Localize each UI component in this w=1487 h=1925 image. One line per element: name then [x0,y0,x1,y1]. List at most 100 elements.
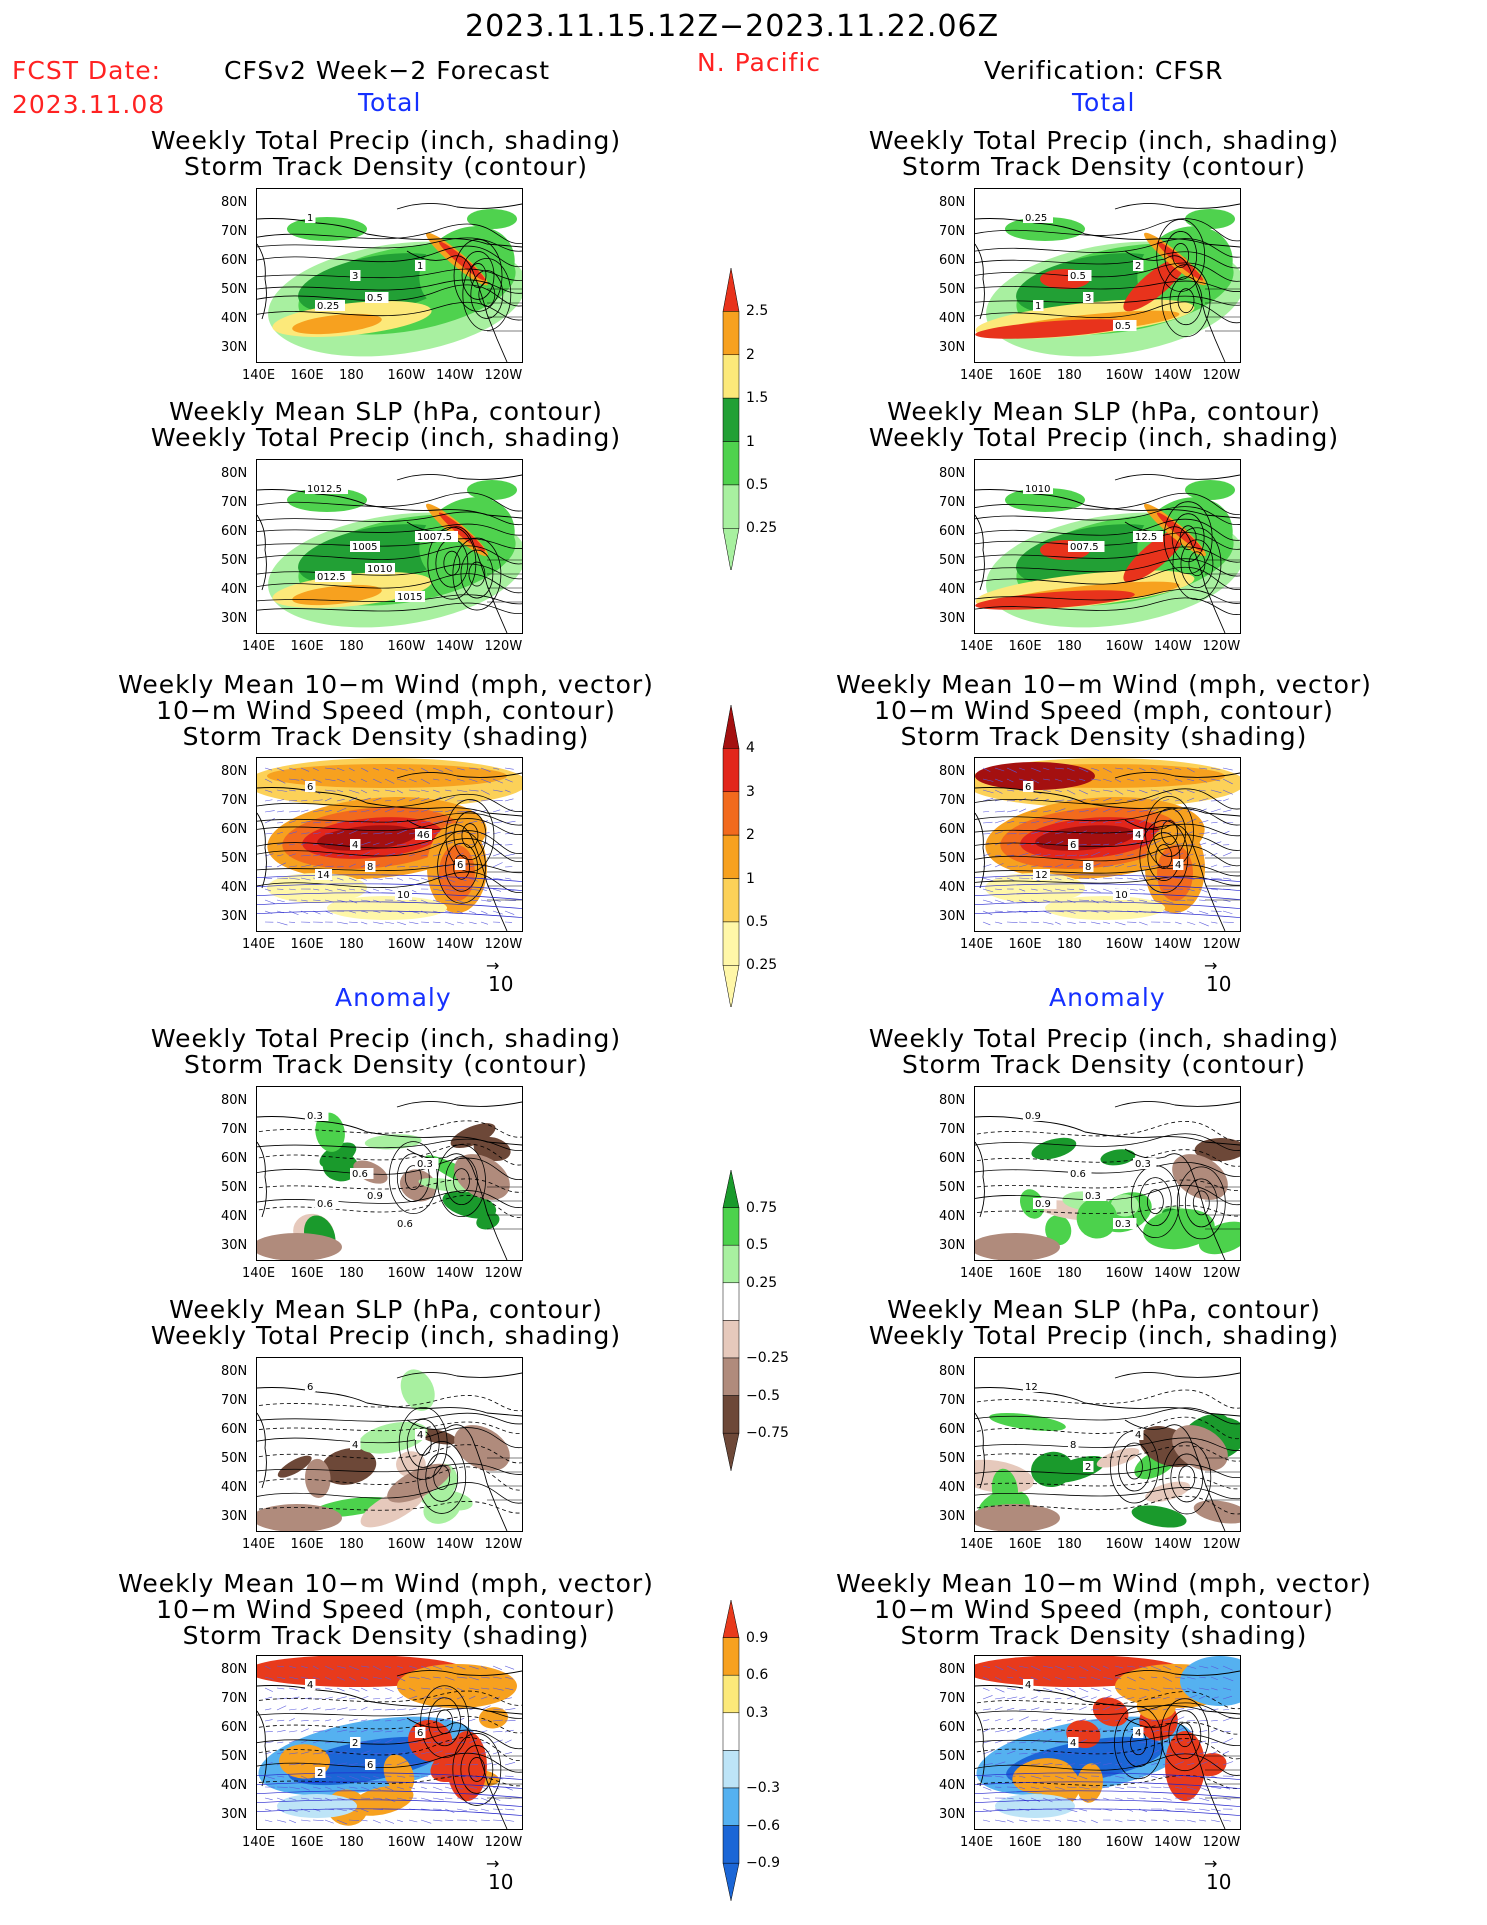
contour-label: 0.5 [1068,270,1092,282]
wind-vector [288,767,297,771]
wind-vector [348,1808,358,1812]
contour-line [975,558,1240,577]
wind-vector [1030,1786,1040,1790]
wind-vector [1150,808,1159,813]
wind-vector [1078,1786,1090,1790]
wind-vector [1222,822,1234,824]
wind-vector [994,767,1005,772]
contour-line [975,518,1240,541]
wind-vector [276,854,284,857]
wind-vector [276,899,285,903]
wind-vector [1090,789,1100,793]
wind-vector [300,799,308,802]
wind-vector [1138,899,1148,902]
svg-text:0.5: 0.5 [367,293,383,304]
wind-vector [360,921,368,925]
contour-loop [396,1153,430,1203]
panel-title-line: Weekly Total Precip (inch, shading) [868,1321,1340,1350]
contour-label: 1 [415,260,426,272]
region-title: N. Pacific [697,48,822,77]
svg-text:1007.5: 1007.5 [417,532,452,543]
lon-tick-label: 160E [1008,368,1042,383]
wind-vector [1174,1761,1185,1766]
panel-title-line: Storm Track Density (contour) [183,1050,589,1079]
wind-speed-contour [257,874,522,882]
wind-vector [336,831,345,835]
wind-vector [408,1707,417,1711]
wind-vector [348,1775,360,1780]
contour-loop [1161,820,1178,845]
wind-vector [480,1676,490,1679]
colorbar-segment [722,1395,740,1434]
contour-label: 8 [1068,1439,1079,1451]
coastline [975,787,1240,817]
vector-ref-arrow: → [486,956,500,975]
contour-loop [1145,796,1194,869]
wind-vector [336,1740,345,1744]
contour-loop [445,1156,478,1206]
wind-vector [1114,1819,1123,1823]
wind-vector [420,798,430,802]
lat-tick-label: 40N [939,311,966,326]
shading-region [1194,1138,1240,1162]
wind-vector [994,1706,1003,1711]
lon-tick-label: 140W [1154,368,1192,383]
wind-vector [444,1742,454,1744]
wind-vector [420,1665,431,1670]
wind-vector [324,910,333,915]
shading-region [454,1154,510,1200]
lon-tick-label: 140E [960,1537,994,1552]
wind-vector [288,778,300,781]
wind-vector [264,810,275,813]
wind-vector [1174,1716,1185,1722]
wind-vector [360,819,369,824]
coastline [975,1685,1240,1715]
lon-tick-label: 140E [960,1266,994,1281]
contour-line [257,594,522,605]
contour-line [975,295,1240,306]
wind-vector [432,1763,440,1766]
contour-line [257,1775,522,1787]
colorbar-segment [722,921,740,966]
colorbar-storm-anom: 0.9 0.6 0.3 −0.3 −0.6 −0.9 [722,1599,798,1902]
wind-vector [264,1731,273,1733]
wind-vector [1054,877,1062,881]
wind-vector [480,767,491,772]
contour-line [975,1121,1240,1141]
wind-vector [492,800,503,802]
wind-vector [312,864,324,868]
wind-vector [1078,810,1089,813]
panel-title-line: Weekly Total Precip (inch, shading) [150,1321,622,1350]
wind-vector [276,767,285,772]
svg-text:46: 46 [417,830,430,841]
wind-vector [432,1819,443,1822]
wind-vector [432,899,440,903]
wind-vector [300,1751,310,1755]
wind-vector [1150,1749,1160,1755]
wind-vector [408,866,418,868]
lat-tick-label: 40N [221,880,248,895]
lat-tick-label: 40N [221,582,248,597]
contour-label: 0.5 [1113,320,1137,332]
wind-vector [1186,1808,1195,1811]
wind-vector [1006,1741,1016,1744]
colorbar-tick-label: −0.9 [746,1855,780,1872]
wind-vector [1066,1819,1078,1822]
wind-vector [1090,888,1101,893]
vector-ref-arrow: → [486,1854,500,1873]
wind-vector [1222,1797,1231,1801]
contour-line [975,588,1240,604]
wind-speed-contour [257,1808,522,1816]
wind-speed-contour [975,874,1240,882]
wind-vector [1006,809,1018,813]
shading-region [420,1491,443,1506]
wind-vector [264,888,272,892]
wind-vector [372,808,381,813]
contour-loop [470,270,504,319]
wind-vector [1090,1676,1101,1681]
wind-vector [1006,1797,1014,1800]
contour-loop [460,549,494,599]
lon-tick-label: 140W [436,368,474,383]
